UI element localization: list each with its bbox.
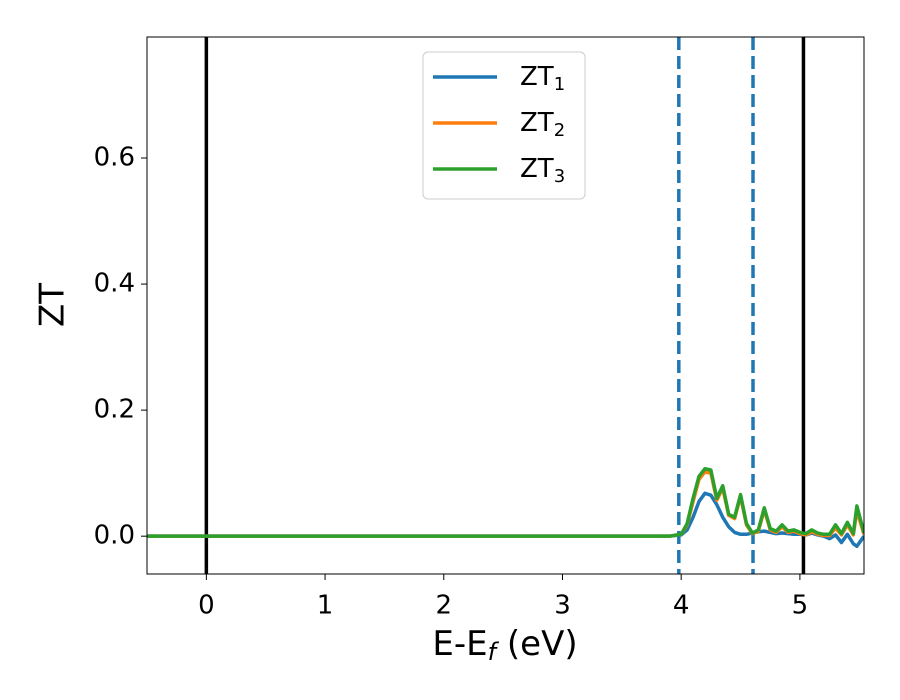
plot-content	[147, 37, 864, 574]
x-label-part: E-E	[432, 624, 487, 664]
legend-label-main: ZT	[520, 108, 554, 138]
y-tick-label: 0.4	[94, 269, 135, 299]
series-line	[147, 470, 864, 538]
x-label-part: (eV)	[496, 624, 578, 664]
legend-label: ZT3	[520, 154, 565, 188]
legend-box	[422, 51, 586, 200]
legend-label-main: ZT	[520, 154, 554, 184]
series-line	[147, 466, 864, 538]
legend-label-subscript: 3	[554, 166, 565, 187]
x-tick-label: 5	[792, 591, 809, 621]
plot-frame	[146, 36, 865, 575]
y-axis-label: ZT	[33, 283, 73, 327]
legend-label: ZT1	[520, 62, 565, 96]
legend-label-subscript: 2	[554, 120, 565, 141]
y-tick-label: 0.2	[94, 395, 135, 425]
y-tick-label: 0.0	[94, 521, 135, 551]
legend-label-subscript: 1	[554, 74, 565, 95]
x-tick-label: 4	[673, 591, 690, 621]
x-tick-label: 0	[198, 591, 215, 621]
x-tick-label: 2	[435, 591, 452, 621]
x-tick-label: 1	[317, 591, 334, 621]
legend-label-main: ZT	[520, 62, 554, 92]
y-tick-label: 0.6	[94, 143, 135, 173]
x-axis-label: E-Ef (eV)	[432, 624, 577, 667]
series-line	[147, 491, 864, 549]
x-tick-label: 3	[554, 591, 571, 621]
legend-label: ZT2	[520, 108, 565, 142]
